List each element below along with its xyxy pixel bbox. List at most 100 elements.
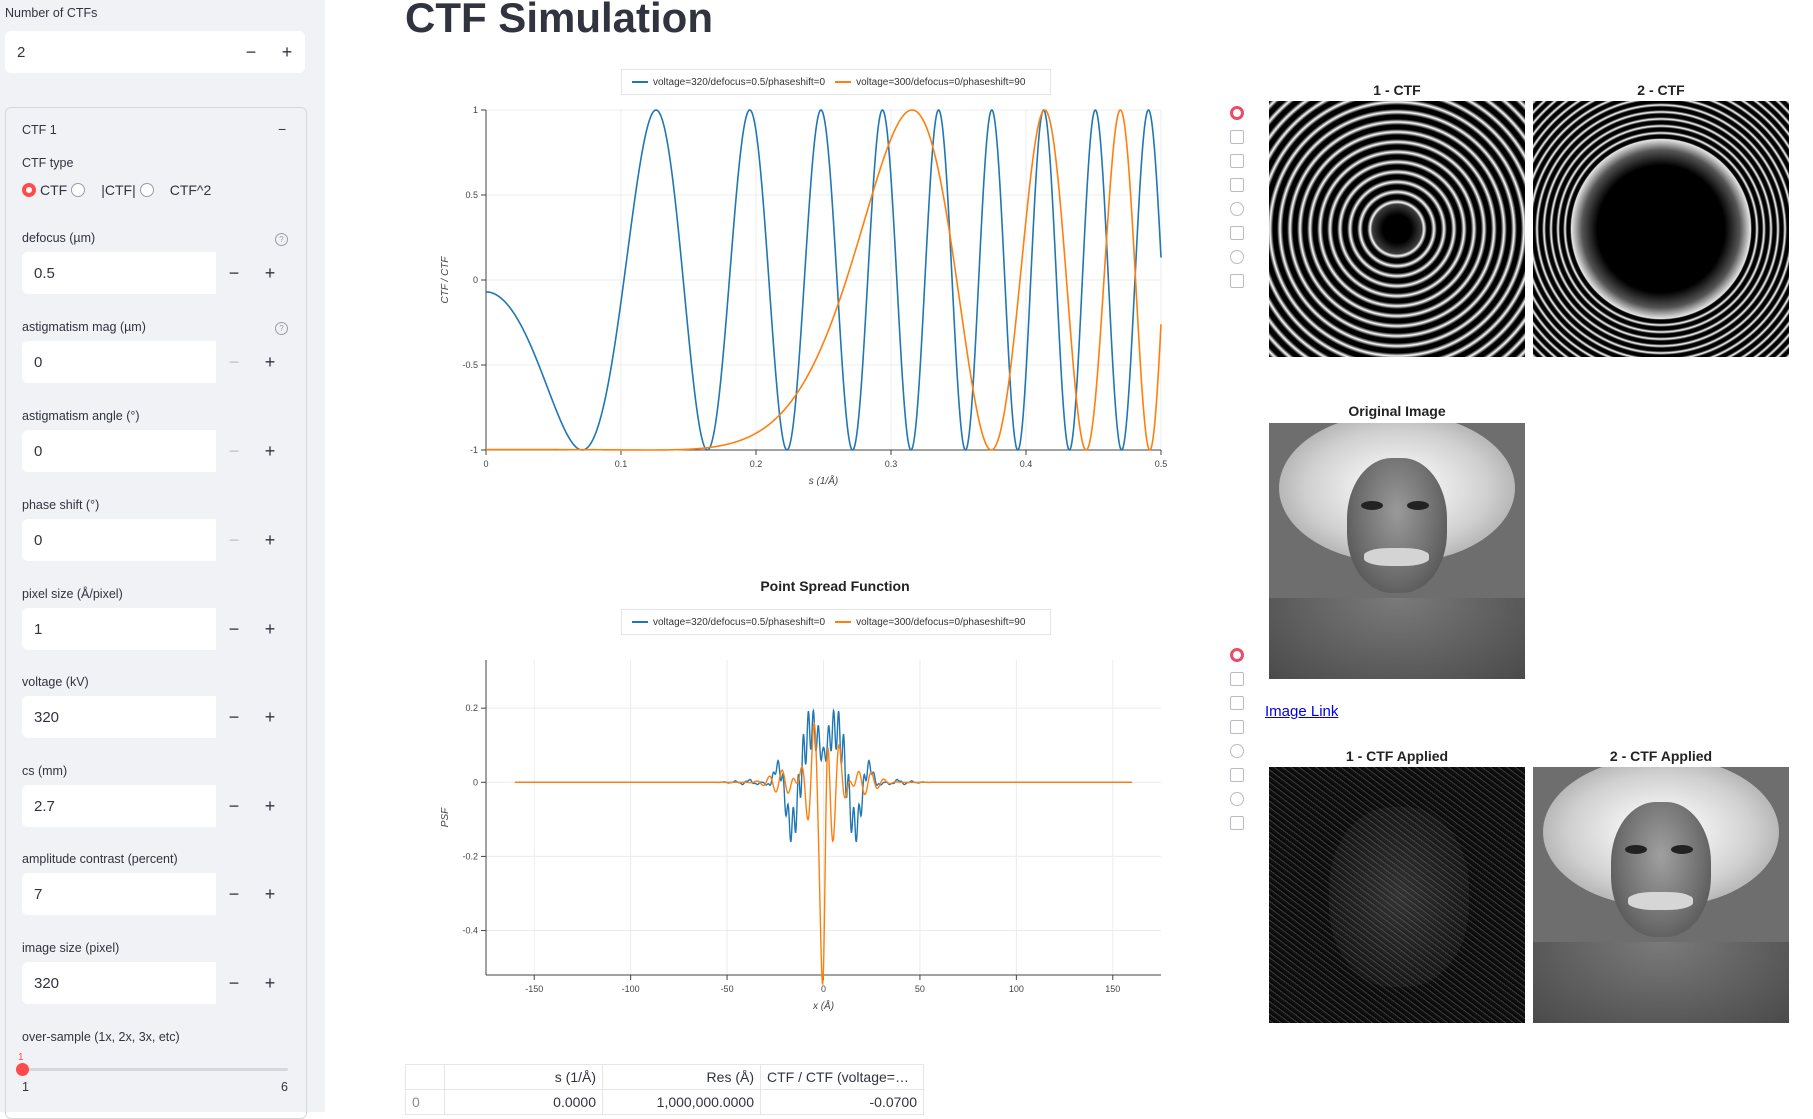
num-ctfs-value[interactable]: 2: [17, 43, 26, 61]
decrement-button[interactable]: −: [216, 962, 252, 1004]
number-input-value[interactable]: 7: [34, 885, 43, 903]
table-header[interactable]: CTF / CTF (voltage=…: [760, 1064, 924, 1090]
number-input[interactable]: 1 − +: [22, 608, 288, 650]
chart-grid: -150 -100 -50 0 50 100 150 -0.4 -0.2 0 0.2 x (Å) PSF: [440, 660, 1161, 1012]
field-label: cs (mm): [22, 764, 68, 778]
crosshair-icon[interactable]: [1230, 274, 1244, 288]
crosshair-icon[interactable]: [1230, 816, 1244, 830]
decrement-button[interactable]: −: [216, 873, 252, 915]
number-input-value[interactable]: 0: [34, 353, 43, 371]
x-tick-label: 0: [821, 984, 826, 994]
psf-legend-series2[interactable]: voltage=300/defocus=0/phaseshift=90: [856, 616, 1026, 628]
x-tick-label: -100: [622, 984, 640, 994]
number-input-value[interactable]: 320: [34, 708, 60, 726]
number-input-value[interactable]: 2.7: [34, 797, 55, 815]
radio-abs-ctf[interactable]: [71, 183, 86, 197]
hover-icon[interactable]: [1230, 250, 1244, 264]
number-input[interactable]: 0 − +: [22, 430, 288, 472]
bokeh-logo-icon[interactable]: [1230, 106, 1244, 120]
radio-abs-ctf-label[interactable]: |CTF|: [101, 182, 136, 198]
ctf-series-line-2: [486, 109, 1162, 451]
number-input[interactable]: 2.7 − +: [22, 785, 288, 827]
table-header[interactable]: [405, 1064, 445, 1090]
bokeh-logo-icon[interactable]: [1230, 648, 1244, 662]
increment-button[interactable]: +: [252, 519, 288, 561]
wheel-zoom-icon[interactable]: [1230, 178, 1244, 192]
number-input[interactable]: 7 − +: [22, 873, 288, 915]
box-zoom-icon[interactable]: [1230, 154, 1244, 168]
number-input[interactable]: 0 − +: [22, 341, 288, 383]
table-header[interactable]: Res (Å): [602, 1064, 761, 1090]
psf-legend-series1[interactable]: voltage=320/defocus=0.5/phaseshift=0: [653, 616, 826, 628]
decrement-button[interactable]: −: [216, 252, 252, 294]
table-cell[interactable]: 0.0000: [444, 1089, 603, 1115]
increment-button[interactable]: +: [252, 430, 288, 472]
x-tick-label: 0.4: [1020, 459, 1033, 469]
num-ctfs-increment-button[interactable]: +: [269, 31, 305, 73]
increment-button[interactable]: +: [252, 341, 288, 383]
pan-icon[interactable]: [1230, 672, 1244, 686]
radio-ctf[interactable]: [22, 183, 36, 197]
increment-button[interactable]: +: [252, 873, 288, 915]
table-header[interactable]: s (1/Å): [444, 1064, 603, 1090]
hover-icon[interactable]: [1230, 792, 1244, 806]
oversample-slider-thumb[interactable]: [16, 1063, 29, 1076]
increment-button[interactable]: +: [252, 962, 288, 1004]
x-tick-label: 0.5: [1155, 459, 1168, 469]
decrement-button[interactable]: −: [216, 519, 252, 561]
sidebar: Number of CTFs 2 − + CTF 1 − CTF type CT…: [0, 0, 325, 1119]
wheel-zoom-icon[interactable]: [1230, 720, 1244, 734]
legend-series2[interactable]: voltage=300/defocus=0/phaseshift=90: [856, 76, 1026, 88]
number-input[interactable]: 320 − +: [22, 962, 288, 1004]
increment-button[interactable]: +: [252, 252, 288, 294]
decrement-button[interactable]: −: [216, 608, 252, 650]
x-tick-label: 0: [483, 459, 488, 469]
radio-ctf-squared[interactable]: [139, 183, 154, 197]
reset-icon[interactable]: [1230, 744, 1244, 758]
save-icon[interactable]: [1230, 768, 1244, 782]
table-cell[interactable]: -0.0700: [760, 1089, 924, 1115]
num-ctfs-input[interactable]: 2 − +: [5, 31, 305, 73]
ctf-chart[interactable]: 0 0.1 0.2 0.3 0.4 0.5 -1 -0.5 0 0.5 1 s (1/Å) CTF / …: [400, 98, 1230, 543]
radio-ctf-label[interactable]: CTF: [40, 182, 68, 198]
increment-button[interactable]: +: [252, 608, 288, 650]
number-input[interactable]: 320 − +: [22, 696, 288, 738]
number-input[interactable]: 0.5 − +: [22, 252, 288, 294]
number-input-value[interactable]: 0: [34, 442, 43, 460]
number-input-value[interactable]: 0.5: [34, 264, 55, 282]
data-table[interactable]: s (1/Å) Res (Å) CTF / CTF (voltage=… 0 0…: [405, 1064, 924, 1115]
radio-ctf-squared-label[interactable]: CTF^2: [169, 182, 212, 198]
expander-title[interactable]: CTF 1: [22, 123, 57, 137]
ctf2-image-title: 2 - CTF: [1637, 82, 1685, 98]
decrement-button[interactable]: −: [216, 785, 252, 827]
decrement-button[interactable]: −: [216, 696, 252, 738]
pan-icon[interactable]: [1230, 130, 1244, 144]
reset-icon[interactable]: [1230, 202, 1244, 216]
y-tick-label: 1: [473, 105, 478, 115]
number-input-value[interactable]: 0: [34, 531, 43, 549]
table-cell[interactable]: 0: [405, 1089, 445, 1115]
table-cell[interactable]: 1,000,000.0000: [602, 1089, 761, 1115]
legend-series1[interactable]: voltage=320/defocus=0.5/phaseshift=0: [653, 76, 826, 88]
box-zoom-icon[interactable]: [1230, 696, 1244, 710]
number-input-value[interactable]: 1: [34, 620, 43, 638]
x-axis-label: x (Å): [812, 999, 834, 1012]
psf-chart[interactable]: -150 -100 -50 0 50 100 150 -0.4 -0.2 0 0.2 x (Å) PSF: [400, 640, 1230, 1052]
help-icon[interactable]: ?: [275, 233, 288, 246]
x-tick-label: 0.3: [885, 459, 898, 469]
ctf-chart-toolbar: [1227, 106, 1247, 298]
num-ctfs-decrement-button[interactable]: −: [233, 31, 269, 73]
collapse-icon[interactable]: −: [278, 121, 287, 137]
psf-legend-swatch-series1: [632, 621, 648, 623]
decrement-button[interactable]: −: [216, 341, 252, 383]
number-input[interactable]: 0 − +: [22, 519, 288, 561]
number-input-value[interactable]: 320: [34, 974, 60, 992]
save-icon[interactable]: [1230, 226, 1244, 240]
increment-button[interactable]: +: [252, 696, 288, 738]
increment-button[interactable]: +: [252, 785, 288, 827]
ctf2-applied-title: 2 - CTF Applied: [1609, 748, 1713, 764]
oversample-track[interactable]: [22, 1068, 288, 1071]
image-link[interactable]: Image Link: [1265, 703, 1339, 720]
help-icon[interactable]: ?: [275, 322, 288, 335]
decrement-button[interactable]: −: [216, 430, 252, 472]
